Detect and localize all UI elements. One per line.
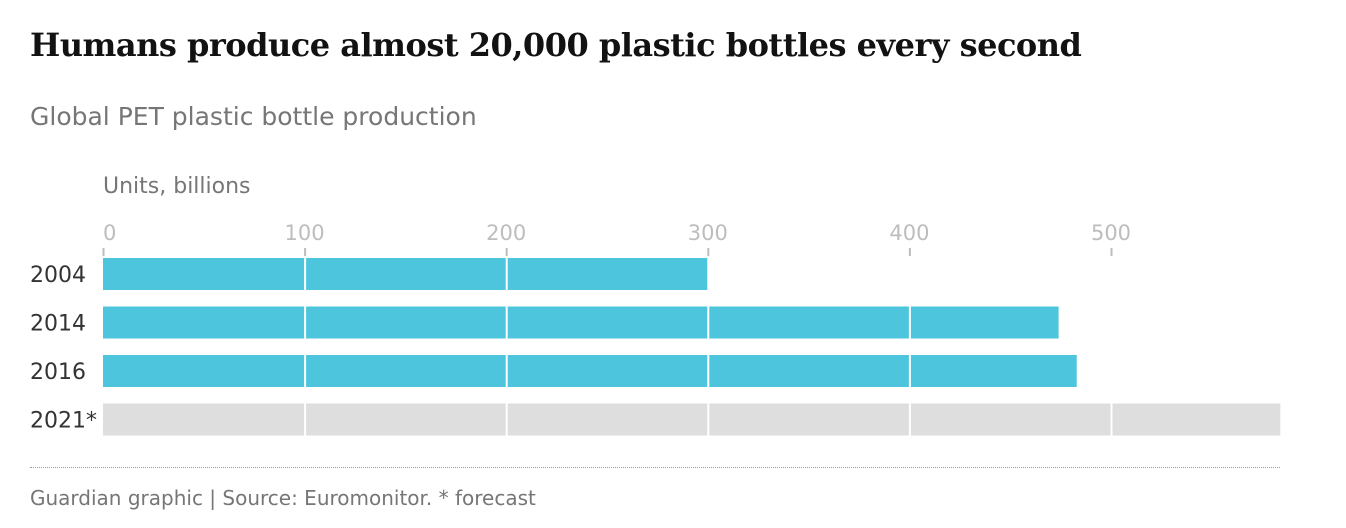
bar-chart: 0 100 200 300 400 500 2004 2014 2016 2021* [30,221,1281,436]
x-tick-label: 100 [285,221,325,245]
bar-forecast [103,403,1281,436]
bar [103,306,1059,339]
chart-title: Humans produce almost 20,000 plastic bot… [30,26,1082,64]
footer-divider [30,467,1280,468]
category-labels: 2004 2014 2016 2021* [30,263,97,434]
x-tick-label: 0 [103,221,116,245]
category-label: 2014 [30,312,86,337]
category-label: 2021* [30,409,97,434]
gridlines [304,258,1113,436]
bar [103,355,1077,387]
x-tick-label: 400 [889,221,929,245]
x-tick-label: 200 [486,221,526,245]
units-label: Units, billions [103,174,251,199]
source-note: Guardian graphic | Source: Euromonitor. … [30,486,536,510]
x-tick-label: 300 [688,221,728,245]
category-label: 2004 [30,263,86,288]
bars [103,258,1281,436]
chart-subtitle: Global PET plastic bottle production [30,102,477,131]
bar [103,258,708,290]
category-label: 2016 [30,360,86,385]
x-axis-ticks: 0 100 200 300 400 500 [102,221,1131,256]
x-tick-label: 500 [1091,221,1131,245]
